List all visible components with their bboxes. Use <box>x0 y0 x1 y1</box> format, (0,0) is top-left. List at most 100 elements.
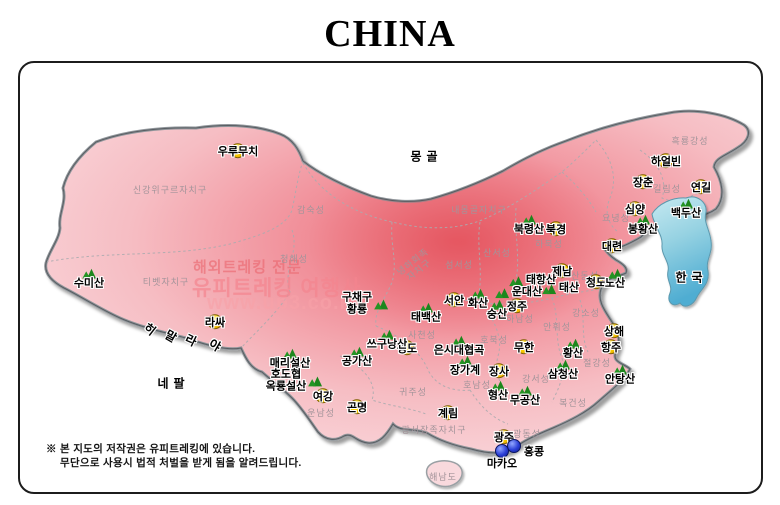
mountain-label-group: 태항산 <box>508 275 556 287</box>
mountain-label: 백두산 <box>670 207 702 220</box>
mountain-icon <box>457 355 474 366</box>
province-label: 녕하회족 자치구 <box>395 246 434 283</box>
city-label: 정주 <box>506 301 528 313</box>
mountain-label-group: 태백산 <box>411 302 441 325</box>
city-label: 성도 <box>396 343 418 355</box>
city-label-group: 장춘 <box>633 173 653 191</box>
city-marker-icon <box>399 340 415 356</box>
city-label: 연길 <box>690 182 712 194</box>
watermark-url: www.up3.co.kr <box>207 292 361 314</box>
city-label: 상해 <box>603 326 625 338</box>
mountain-label: 안탕산 <box>604 373 636 386</box>
mountain-label-group: 백두산 <box>671 198 701 221</box>
copyright-line: 무단으로 사용시 법적 처벌을 받게 됨을 알려드립니다. <box>60 457 302 469</box>
province-label: 광서장족자치구 <box>401 424 467 435</box>
city-label-group: 장사 <box>489 362 509 380</box>
mountain-label-group: 태산 <box>541 283 579 295</box>
himalaya-char: 히 <box>141 320 159 339</box>
mountain-label: 호도협 옥룡설산 <box>265 368 307 392</box>
city-label: 항주 <box>600 342 622 354</box>
mountain-label-group: 매리설산 <box>270 348 310 371</box>
mountain-icon <box>307 376 324 387</box>
city-label: 무한 <box>513 342 535 354</box>
city-marker-icon <box>446 292 462 308</box>
city-label-group: 성도 <box>397 339 417 357</box>
city-marker-icon <box>207 314 223 330</box>
mountain-label-group: 북령산 <box>514 214 544 237</box>
country-label: 네팔 <box>157 376 190 391</box>
mountain-icon <box>418 302 435 313</box>
province-label: 절강성 <box>583 357 611 368</box>
mountain-label: 태항산 <box>525 274 557 287</box>
country-label: 몽골 <box>410 149 443 164</box>
mountain-label: 장가계 <box>449 364 481 377</box>
mountain-icon <box>489 299 506 310</box>
province-label: 해남도 <box>429 471 457 482</box>
city-marker-icon <box>516 339 532 355</box>
mountain-label-group: 은시대협곡 <box>433 335 485 358</box>
port-label: 마카오 <box>486 458 518 470</box>
city-label-group: 우루무치 <box>218 142 258 160</box>
city-label-group: 제남 <box>552 262 572 280</box>
city-marker-icon <box>603 339 619 355</box>
city-marker-icon <box>440 405 456 421</box>
city-label: 제남 <box>551 266 573 278</box>
mountain-icon <box>470 288 487 299</box>
province-label: 광동성 <box>513 428 541 439</box>
mountain-icon <box>612 364 629 375</box>
mountain-icon <box>281 348 298 359</box>
mountain-icon <box>541 283 558 295</box>
city-label-group: 심양 <box>625 200 645 218</box>
city-label: 여강 <box>312 391 334 403</box>
mountain-label: 구채구 황룡 <box>341 291 373 315</box>
mountain-label: 운대산 <box>511 286 543 299</box>
mountain-label: 삼청산 <box>547 368 579 381</box>
city-label: 장춘 <box>632 177 654 189</box>
port-label: 홍콩 <box>523 446 545 458</box>
province-label: 길림성 <box>653 183 681 194</box>
province-label: 하북성 <box>535 238 563 249</box>
mountain-icon <box>349 346 366 357</box>
city-marker-icon <box>635 174 651 190</box>
mountain-label-group: 무공산 <box>510 385 540 408</box>
mountain-icon <box>490 380 507 391</box>
province-label: 강소성 <box>572 307 600 318</box>
mountain-label: 은시대협곡 <box>433 344 485 357</box>
city-marker-icon <box>604 238 620 254</box>
mountain-icon <box>521 214 538 225</box>
city-label-group: 계림 <box>438 404 458 422</box>
city-marker-icon <box>627 201 643 217</box>
mountain-label-group: 구채구 황룡 <box>342 292 390 315</box>
city-label-group: 항주 <box>601 338 621 356</box>
mountain-label-group: 공가산 <box>342 346 372 369</box>
mountain-label: 북령산 <box>513 223 545 236</box>
mountain-label-group: 장가계 <box>450 355 480 378</box>
city-label-group: 연길 <box>691 178 711 196</box>
province-label: 산동성 <box>571 270 599 281</box>
mountain-label-group: 삼청산 <box>548 359 578 382</box>
mountain-label-group: 수미산 <box>74 268 104 291</box>
port-marker-icon <box>495 444 509 458</box>
watermark-line: 유피트레킹 여행사 <box>192 277 362 300</box>
mountain-label: 매리설산 <box>269 357 311 370</box>
mountain-label-group: 봉황산 <box>628 214 658 237</box>
mountain-icon <box>450 335 467 346</box>
hainan-island <box>425 460 463 488</box>
mountain-icon <box>81 268 98 279</box>
mountain-label: 태백산 <box>410 311 442 324</box>
mountain-icon <box>517 385 534 396</box>
mountain-icon <box>678 198 695 209</box>
mountain-label: 무공산 <box>509 394 541 407</box>
mountain-label: 공가산 <box>341 355 373 368</box>
city-label-group: 무한 <box>514 338 534 356</box>
province-label: 산서성 <box>483 247 511 258</box>
city-label: 장사 <box>488 366 510 378</box>
city-label-group: 서안 <box>444 291 464 309</box>
city-label-group: 여강 <box>313 387 333 405</box>
city-marker-icon <box>315 388 331 404</box>
province-label: 감숙성 <box>297 204 325 215</box>
province-label: 귀주성 <box>399 386 427 397</box>
province-label: 신강위구르자치구 <box>132 184 208 195</box>
city-label: 서안 <box>443 295 465 307</box>
